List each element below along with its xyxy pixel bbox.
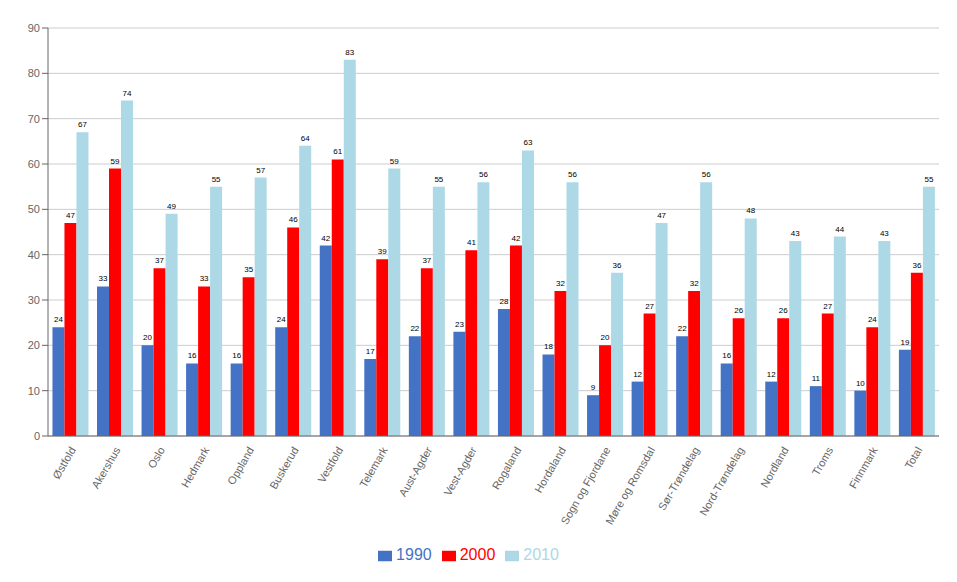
svg-text:Aust-Agder: Aust-Agder (396, 444, 434, 498)
svg-text:24: 24 (277, 315, 286, 324)
svg-text:23: 23 (455, 320, 464, 329)
svg-text:Nordland: Nordland (758, 445, 791, 490)
svg-text:43: 43 (880, 229, 889, 238)
svg-text:20: 20 (28, 339, 40, 351)
svg-text:36: 36 (912, 261, 921, 270)
svg-text:30: 30 (28, 294, 40, 306)
svg-text:57: 57 (256, 166, 265, 175)
svg-text:Vestfold: Vestfold (315, 445, 345, 485)
svg-text:12: 12 (767, 370, 776, 379)
svg-text:80: 80 (28, 67, 40, 79)
svg-text:28: 28 (500, 297, 509, 306)
svg-text:20: 20 (601, 333, 610, 342)
svg-text:63: 63 (524, 138, 533, 147)
svg-text:56: 56 (479, 170, 488, 179)
svg-text:32: 32 (690, 279, 699, 288)
svg-text:59: 59 (390, 157, 399, 166)
svg-text:48: 48 (746, 206, 755, 215)
svg-text:55: 55 (434, 175, 443, 184)
svg-text:Hordaland: Hordaland (532, 445, 568, 495)
svg-text:47: 47 (657, 211, 666, 220)
svg-text:Østfold: Østfold (50, 445, 78, 481)
svg-text:Møre og Romsdal: Møre og Romsdal (603, 445, 657, 527)
html-text:1990: 1990 (396, 546, 432, 563)
svg-text:16: 16 (722, 351, 731, 360)
svg-text:42: 42 (321, 234, 330, 243)
svg-text:61: 61 (333, 147, 342, 156)
svg-text:Akershus: Akershus (89, 444, 123, 490)
svg-text:37: 37 (422, 256, 431, 265)
svg-text:43: 43 (791, 229, 800, 238)
svg-text:24: 24 (54, 315, 63, 324)
html-text:2000: 2000 (459, 546, 496, 563)
svg-text:32: 32 (556, 279, 565, 288)
svg-text:26: 26 (779, 306, 788, 315)
svg-text:20: 20 (143, 333, 152, 342)
svg-text:22: 22 (678, 324, 687, 333)
svg-text:74: 74 (123, 89, 132, 98)
svg-text:42: 42 (512, 234, 521, 243)
svg-text:Hedmark: Hedmark (179, 444, 212, 489)
svg-text:Finnmark: Finnmark (847, 444, 881, 490)
svg-text:0: 0 (34, 430, 40, 442)
svg-text:50: 50 (28, 203, 40, 215)
svg-text:56: 56 (568, 170, 577, 179)
svg-text:12: 12 (633, 370, 642, 379)
svg-text:41: 41 (467, 238, 476, 247)
svg-text:33: 33 (200, 274, 209, 283)
svg-text:36: 36 (613, 261, 622, 270)
svg-text:44: 44 (835, 225, 844, 234)
svg-text:10: 10 (856, 379, 865, 388)
svg-text:Sør-Trøndelag: Sør-Trøndelag (656, 445, 702, 513)
svg-text:Total: Total (902, 445, 924, 471)
svg-text:17: 17 (366, 347, 375, 356)
svg-text:Vest-Agder: Vest-Agder (441, 444, 479, 497)
svg-text:16: 16 (188, 351, 197, 360)
svg-text:Oppland: Oppland (225, 445, 256, 487)
svg-text:46: 46 (289, 215, 298, 224)
svg-text:33: 33 (99, 274, 108, 283)
svg-text:37: 37 (155, 256, 164, 265)
svg-text:39: 39 (378, 247, 387, 256)
svg-text:Oslo: Oslo (145, 445, 167, 471)
svg-text:59: 59 (111, 157, 120, 166)
svg-text:27: 27 (645, 302, 654, 311)
svg-text:26: 26 (734, 306, 743, 315)
svg-text:90: 90 (28, 22, 40, 34)
svg-text:70: 70 (28, 113, 40, 125)
svg-text:49: 49 (167, 202, 176, 211)
svg-text:27: 27 (823, 302, 832, 311)
svg-text:Nord-Trøndelag: Nord-Trøndelag (697, 445, 746, 518)
svg-text:40: 40 (28, 249, 40, 261)
svg-text:60: 60 (28, 158, 40, 170)
svg-text:55: 55 (212, 175, 221, 184)
svg-text:10: 10 (28, 385, 40, 397)
svg-text:67: 67 (78, 120, 87, 129)
svg-text:56: 56 (702, 170, 711, 179)
svg-text:22: 22 (410, 324, 419, 333)
svg-text:55: 55 (924, 175, 933, 184)
svg-text:9: 9 (591, 383, 596, 392)
svg-text:Sogn og Fjordane: Sogn og Fjordane (558, 445, 612, 527)
svg-text:Buskerud: Buskerud (267, 445, 301, 491)
svg-text:16: 16 (232, 351, 241, 360)
svg-text:35: 35 (244, 265, 253, 274)
svg-text:11: 11 (812, 374, 821, 383)
svg-text:83: 83 (345, 48, 354, 57)
svg-text:47: 47 (66, 211, 75, 220)
svg-text:19: 19 (900, 338, 909, 347)
svg-text:Troms: Troms (810, 444, 836, 477)
svg-text:18: 18 (544, 342, 553, 351)
svg-text:24: 24 (868, 315, 877, 324)
svg-text:Telemark: Telemark (357, 444, 390, 489)
svg-text:Rogaland: Rogaland (489, 445, 523, 492)
svg-text:64: 64 (301, 134, 310, 143)
html-text:2010: 2010 (523, 546, 559, 563)
